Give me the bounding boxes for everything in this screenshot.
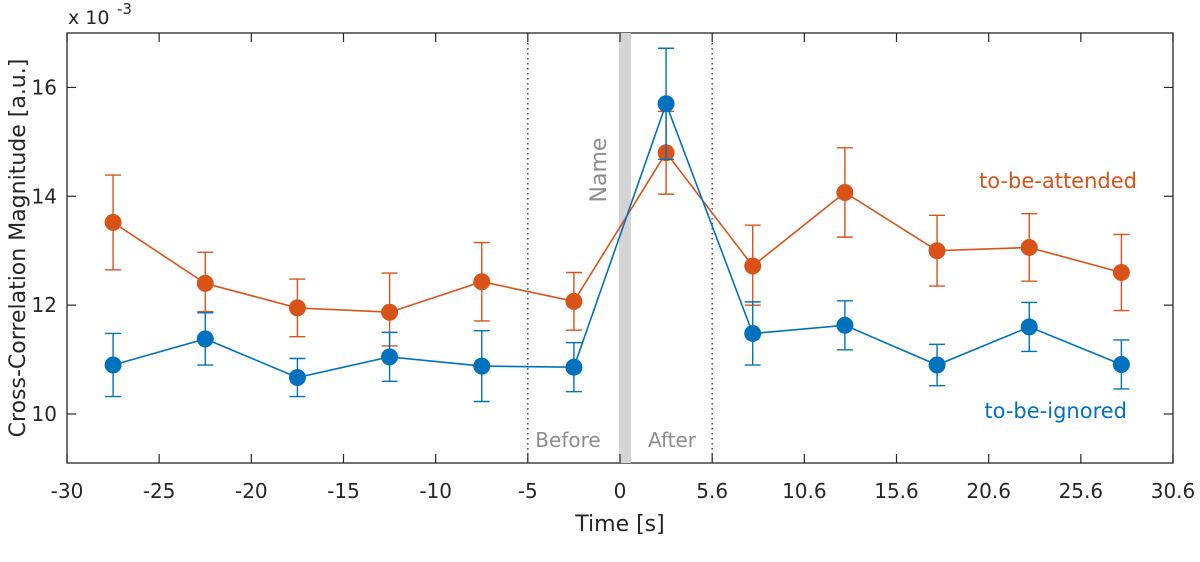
data-point	[473, 357, 491, 375]
data-point	[744, 324, 762, 342]
y-tick-label: 12	[32, 293, 57, 317]
data-point	[473, 273, 491, 291]
after-label: After	[648, 428, 697, 452]
series-line	[112, 101, 1122, 379]
data-point	[104, 356, 122, 374]
x-tick-label: 10.6	[782, 479, 827, 503]
overlay-layer	[527, 33, 713, 463]
x-tick-label: -15	[327, 479, 360, 503]
tick-labels: -30 -25 -20 -15 -10 -5 0 5.6 10.6 15.6 20.6 25.6 30.…	[32, 75, 1196, 503]
data-point	[657, 95, 675, 113]
data-point	[196, 274, 214, 292]
y-tick-label: 16	[32, 75, 57, 99]
data-point	[1112, 355, 1130, 373]
y-scale-exponent: -3	[117, 0, 132, 18]
x-tick-label: 25.6	[1059, 479, 1104, 503]
data-point	[565, 292, 583, 310]
y-tick-label: 14	[32, 184, 57, 208]
series-layer	[104, 47, 1130, 403]
data-point	[744, 257, 762, 275]
x-tick-label: -5	[518, 479, 538, 503]
x-tick-label: 5.6	[696, 479, 728, 503]
before-label: Before	[535, 428, 600, 452]
name-onset-band	[618, 33, 631, 463]
data-point	[836, 316, 854, 334]
data-point	[104, 213, 122, 231]
data-point	[1020, 318, 1038, 336]
legend-to-be-attended: to-be-attended	[979, 169, 1137, 193]
y-tick-label: 10	[32, 402, 57, 426]
axis-ticks	[66, 33, 1174, 463]
x-tick-label: 15.6	[874, 479, 919, 503]
x-tick-label: 20.6	[966, 479, 1011, 503]
data-point	[381, 303, 399, 321]
data-point	[381, 348, 399, 366]
data-point	[928, 242, 946, 260]
series-line	[112, 151, 1122, 314]
data-point	[1112, 263, 1130, 281]
x-axis-label: Time [s]	[574, 512, 664, 537]
y-scale-prefix: x 10	[68, 7, 109, 29]
y-axis-label: Cross-Correlation Magnitude [a.u.]	[6, 59, 31, 438]
data-point	[288, 299, 306, 317]
series-to-be-attended	[104, 110, 1130, 347]
data-point	[196, 330, 214, 348]
x-tick-label: -20	[235, 479, 268, 503]
data-point	[565, 358, 583, 376]
name-label: Name	[587, 138, 612, 203]
x-tick-label: -10	[419, 479, 452, 503]
x-tick-label: -25	[143, 479, 176, 503]
x-tick-label: 30.6	[1151, 479, 1196, 503]
series-to-be-ignored	[104, 47, 1130, 403]
legend-to-be-ignored: to-be-ignored	[984, 399, 1127, 423]
data-point	[928, 356, 946, 374]
data-point	[1020, 238, 1038, 256]
x-tick-label: -30	[51, 479, 84, 503]
data-point	[288, 369, 306, 387]
x-tick-label: 0	[614, 479, 627, 503]
data-point	[836, 183, 854, 201]
